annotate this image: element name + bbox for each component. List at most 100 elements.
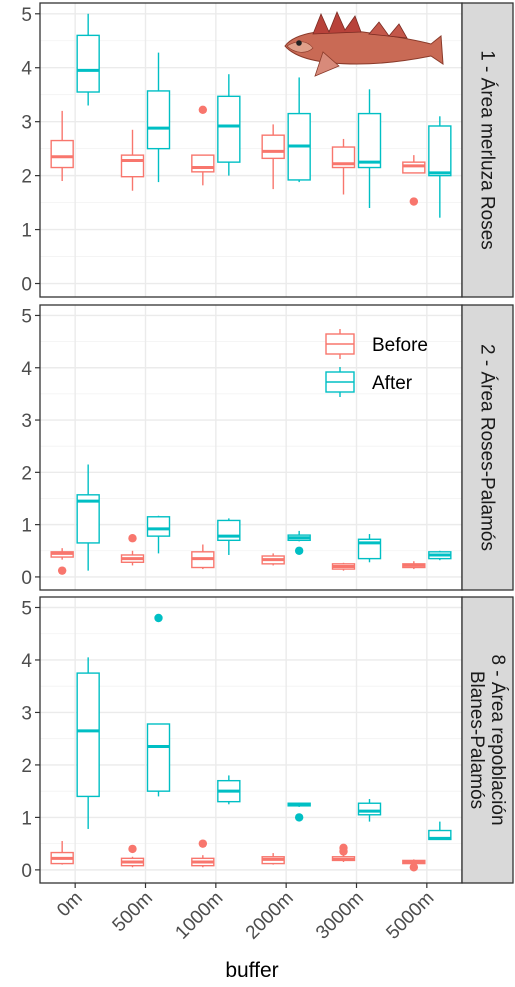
box — [146, 516, 171, 537]
y-tick-label: 0 — [21, 275, 32, 296]
boxplot-before-3000m — [331, 843, 356, 863]
y-tick-label: 1 — [21, 808, 32, 829]
y-tick-label: 1 — [21, 516, 32, 537]
boxplot-before-1000m — [191, 544, 215, 570]
boxplot-after-3000m — [357, 534, 382, 563]
boxplot-after-1000m — [217, 775, 241, 805]
boxplot-after-5000m — [428, 550, 452, 561]
x-tick-label: 500m — [109, 888, 157, 936]
y-tick-label: 0 — [21, 568, 32, 589]
panel-3-strip-label: 8 - Área repoblaciónBlanes-Palamós — [466, 654, 508, 825]
panel-3-background — [40, 597, 462, 883]
outlier-point — [409, 863, 419, 872]
boxplot-before-2000m — [261, 553, 285, 566]
x-axis-title: buffer — [225, 959, 278, 982]
boxplot-before-3000m — [331, 138, 356, 195]
box — [402, 161, 426, 174]
legend: Before After — [325, 329, 428, 397]
x-tick-label: 1000m — [171, 888, 227, 944]
boxplot-after-2000m — [287, 77, 311, 183]
x-tick-label: 5000m — [382, 888, 438, 944]
y-tick-label: 0 — [21, 861, 32, 882]
y-tick-label: 5 — [21, 5, 32, 26]
panel-1-strip-label: 1 - Área merluza Roses — [477, 50, 498, 250]
outlier-point — [294, 813, 304, 822]
y-tick-label: 2 — [21, 756, 32, 777]
fish-illustration — [284, 10, 444, 77]
boxplot-after-500m — [146, 515, 171, 554]
boxplot-after-3000m — [357, 799, 382, 822]
y-tick-label: 4 — [21, 59, 32, 80]
boxplot-after-0m — [76, 657, 100, 829]
outlier-point — [294, 546, 304, 555]
y-tick-label: 3 — [21, 113, 32, 134]
box — [357, 802, 382, 816]
fish-head — [286, 41, 314, 53]
boxplot-after-3000m — [357, 89, 382, 208]
outlier-point — [409, 197, 419, 206]
outlier-point — [128, 844, 137, 854]
boxplot-before-2000m — [261, 124, 285, 190]
y-tick-label: 3 — [21, 411, 32, 432]
box — [120, 154, 145, 178]
boxplot-before-0m — [50, 548, 74, 575]
outlier-point — [198, 105, 208, 115]
box — [428, 125, 452, 177]
boxplot-after-0m — [76, 464, 100, 571]
boxplot-before-500m — [120, 844, 145, 868]
y-tick-label: 2 — [21, 167, 32, 188]
box — [76, 672, 100, 798]
boxplot-after-5000m — [428, 821, 452, 841]
box — [146, 723, 171, 792]
box — [261, 134, 285, 160]
y-tick-label: 5 — [21, 598, 32, 619]
boxplot-after-2000m — [287, 802, 311, 822]
box — [76, 494, 100, 544]
outlier-point — [339, 843, 348, 853]
boxplot-after-1000m — [217, 74, 241, 176]
boxplot-before-500m — [120, 534, 145, 566]
boxplot-after-5000m — [428, 116, 452, 218]
y-tick-label: 4 — [21, 651, 32, 672]
boxplot-after-1000m — [217, 518, 241, 555]
box — [357, 112, 382, 169]
box — [50, 139, 74, 169]
y-tick-label: 2 — [21, 463, 32, 484]
boxplot-before-5000m — [402, 155, 426, 206]
panel-1-strip — [461, 2, 514, 298]
boxplot-after-2000m — [287, 530, 311, 555]
outlier-point — [198, 839, 208, 848]
strip-label-line: Blanes-Palamós — [466, 671, 487, 809]
boxplot-before-5000m — [402, 859, 426, 872]
fish-dorsal-fin — [312, 10, 362, 35]
boxplot-before-1000m — [191, 105, 215, 186]
panel-3-strip — [461, 596, 514, 884]
panel-2-strip — [461, 304, 514, 591]
fish-eye — [296, 40, 302, 46]
boxplot-before-2000m — [261, 853, 285, 865]
boxplot-after-500m — [146, 613, 171, 797]
boxplot-before-500m — [120, 129, 145, 191]
legend-label-before: Before — [372, 335, 428, 356]
strip-label-line: 8 - Área repoblación — [487, 654, 508, 825]
x-tick-label: 2000m — [242, 888, 298, 944]
boxplot-before-1000m — [191, 839, 215, 868]
legend-label-after: After — [372, 373, 413, 394]
boxplot-after-500m — [146, 52, 171, 183]
boxplot-before-5000m — [402, 561, 426, 570]
y-tick-label: 1 — [21, 221, 32, 242]
x-tick-label: 3000m — [312, 888, 368, 944]
y-tick-label: 3 — [21, 703, 32, 724]
boxplot-before-3000m — [331, 562, 356, 571]
box — [76, 34, 100, 93]
y-tick-label: 5 — [21, 306, 32, 327]
panel-2-background — [40, 305, 462, 590]
box — [146, 90, 171, 150]
y-tick-label: 4 — [21, 359, 32, 380]
box — [217, 95, 241, 163]
box — [191, 154, 215, 173]
boxplot-after-0m — [76, 13, 100, 106]
outlier-point — [154, 613, 163, 623]
x-tick-label: 0m — [53, 888, 87, 922]
